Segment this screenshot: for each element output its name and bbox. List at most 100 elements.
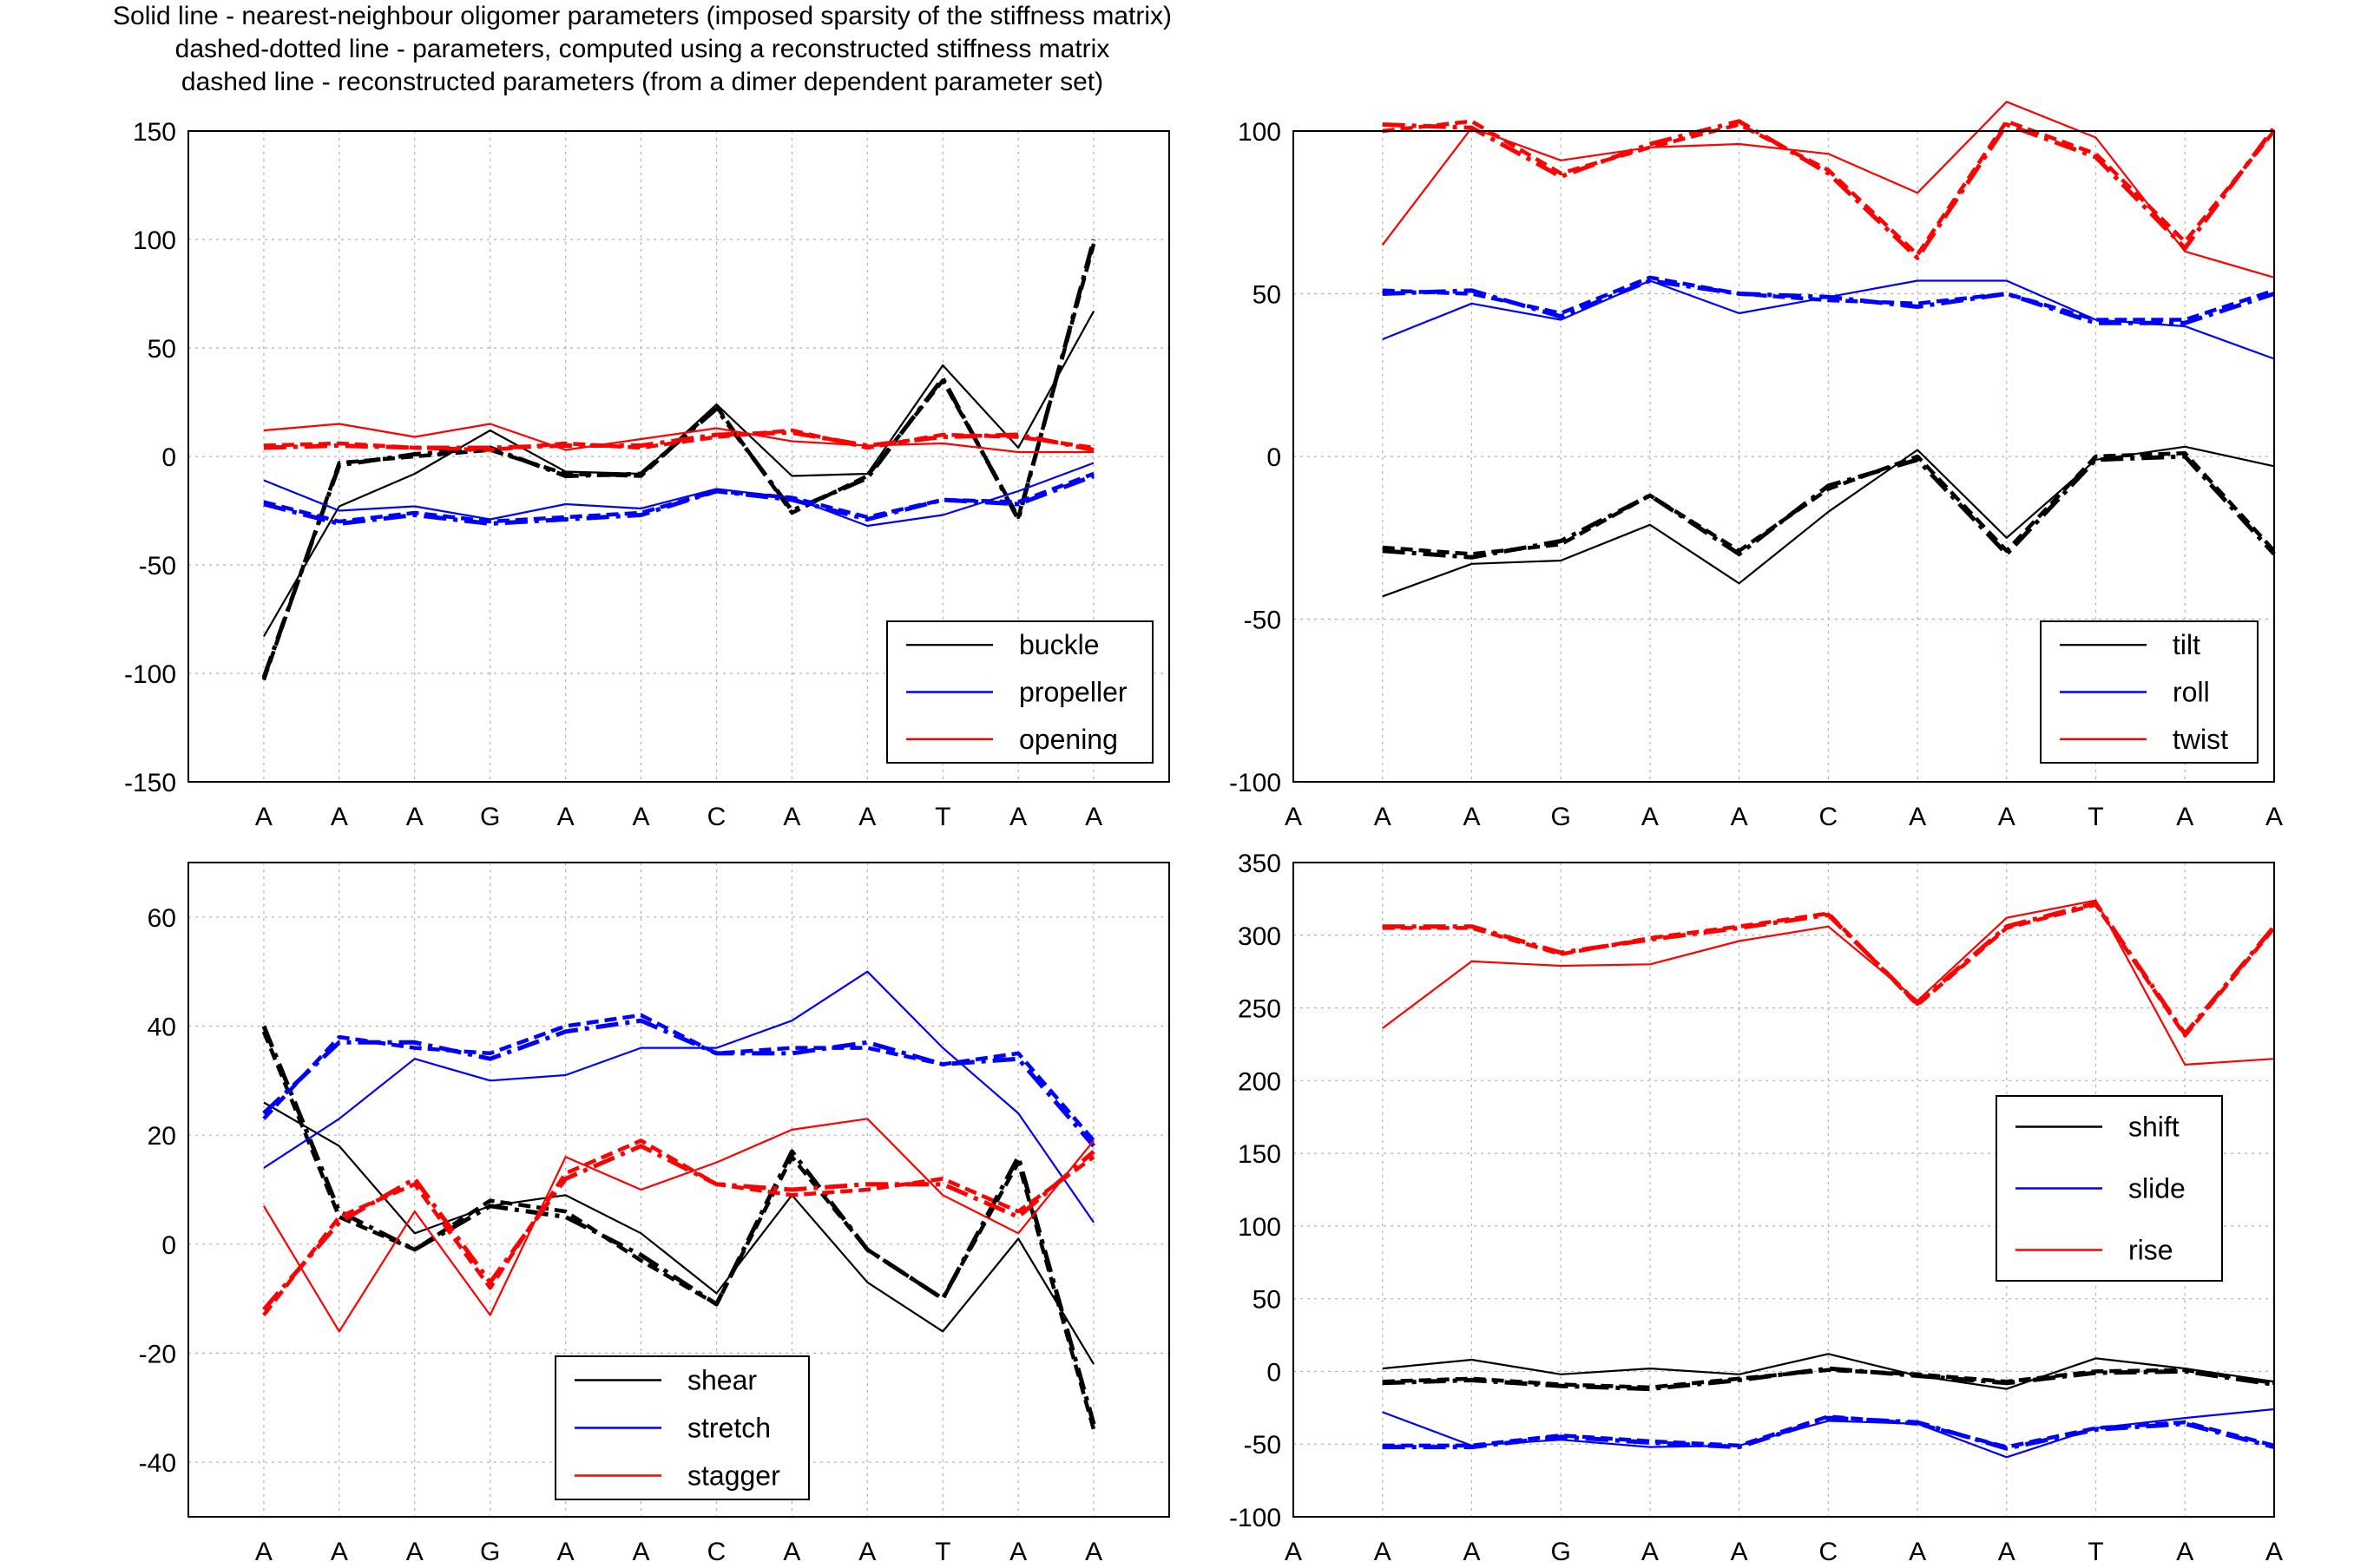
legend-label-rise: rise [2128,1235,2173,1266]
x-tick-label: A [1009,803,1027,831]
series-stretch-dashdot [262,1018,1095,1148]
x-tick-label: C [707,1538,727,1566]
series-shift-dashdot [1382,1366,2275,1392]
legend-label-stretch: stretch [687,1413,771,1444]
x-tick-label: A [2265,1538,2283,1566]
series-rise-dashdot [1382,901,2276,1037]
y-tick-label: 200 [1238,1067,1281,1096]
series-rise-dashed [1382,902,2276,1038]
y-tick-label: 0 [1266,443,1281,472]
x-tick-label: A [1731,1538,1748,1566]
x-tick-label: A [1731,803,1748,831]
series-shift-solid [1382,1353,2275,1390]
x-tick-label: A [1641,803,1659,831]
y-tick-label: 20 [148,1122,176,1151]
legend: buckle propeller opening [886,620,1154,764]
series-twist-dashed [1382,119,2276,257]
axes-frame [1292,862,2275,1518]
x-tick-label: T [935,1538,950,1566]
x-tick-label: A [1285,1538,1302,1566]
series-slide-dashed [1382,1414,2275,1449]
x-tick-label: A [1909,803,1926,831]
x-tick-label: G [1551,1538,1571,1566]
y-tick-label: 350 [1238,850,1281,878]
legend-label-stagger: stagger [687,1460,780,1492]
x-tick-label: A [1285,803,1302,831]
legend-label-opening: opening [1019,724,1118,755]
x-tick-label: A [2176,1538,2193,1566]
x-tick-label: A [633,1538,650,1566]
series-twist-dashdot [1382,119,2277,260]
series-shear-solid [263,1101,1095,1365]
figure-title: Solid line - nearest-neighbour oligomer … [0,0,1285,99]
y-tick-label: -100 [1229,1504,1281,1532]
series-buckle-solid [262,310,1095,638]
y-tick-label: 150 [133,118,176,147]
y-tick-label: -50 [139,552,176,581]
x-tick-label: A [1374,803,1391,831]
x-tick-label: A [1009,1538,1027,1566]
y-tick-label: 100 [133,226,176,255]
title-line-solid: Solid line - nearest-neighbour oligomer … [113,2,1172,30]
y-tick-label: 300 [1238,922,1281,951]
y-tick-label: -100 [124,660,176,689]
x-tick-label: A [858,803,876,831]
x-tick-label: A [1085,803,1102,831]
series-twist-solid [1381,101,2275,279]
series-opening-dashed [263,428,1095,452]
legend-label-shift: shift [2128,1112,2180,1143]
x-tick-label: G [480,1538,500,1566]
x-tick-label: A [1998,803,2015,831]
legend-label-shear: shear [687,1365,757,1396]
y-tick-label: 100 [1238,1213,1281,1242]
x-tick-label: C [707,803,727,831]
x-tick-label: A [858,1538,876,1566]
series-buckle-dashed [261,243,1096,681]
x-tick-label: A [406,1538,424,1566]
y-tick-label: -40 [139,1449,176,1478]
series-opening-solid [263,423,1095,454]
x-tick-label: A [1463,1538,1480,1566]
x-tick-label: A [1374,1538,1391,1566]
series-stagger-dashdot [262,1144,1095,1311]
x-tick-label: T [2088,803,2103,831]
y-tick-label: 0 [161,443,176,472]
series-roll-dashdot [1382,279,2275,325]
series-rise-solid [1382,899,2275,1066]
y-tick-label: 60 [148,904,176,933]
y-tick-label: -50 [1244,607,1281,635]
legend-label-twist: twist [2173,724,2228,755]
legend-label-tilt: tilt [2173,629,2200,660]
x-tick-label: A [2176,803,2193,831]
y-tick-label: -100 [1229,769,1281,797]
axes-frame [187,130,1170,783]
series-stretch-solid [263,970,1095,1224]
x-tick-label: A [783,1538,800,1566]
x-tick-label: T [2088,1538,2103,1566]
x-tick-label: A [255,1538,273,1566]
x-tick-label: T [935,803,950,831]
y-tick-label: 50 [1253,1286,1281,1315]
axes-frame [1292,130,2275,783]
y-tick-label: 150 [1238,1140,1281,1169]
series-shear-dashed [261,1030,1096,1431]
x-tick-label: A [557,1538,575,1566]
y-tick-label: -150 [124,769,176,797]
legend: shift slide rise [1996,1095,2223,1282]
legend-label-roll: roll [2173,677,2210,708]
x-tick-label: A [1463,803,1480,831]
axes-frame [187,862,1170,1518]
x-tick-label: A [2265,803,2283,831]
series-roll-dashed [1382,275,2275,322]
x-tick-label: A [331,1538,348,1566]
y-tick-label: 50 [148,335,176,364]
y-tick-label: 250 [1238,995,1281,1024]
y-tick-label: 40 [148,1014,176,1042]
legend-label-buckle: buckle [1019,629,1100,660]
x-tick-label: A [255,803,273,831]
title-line-dashed: dashed line - reconstructed parameters (… [181,68,1104,96]
y-tick-label: 100 [1238,118,1281,147]
